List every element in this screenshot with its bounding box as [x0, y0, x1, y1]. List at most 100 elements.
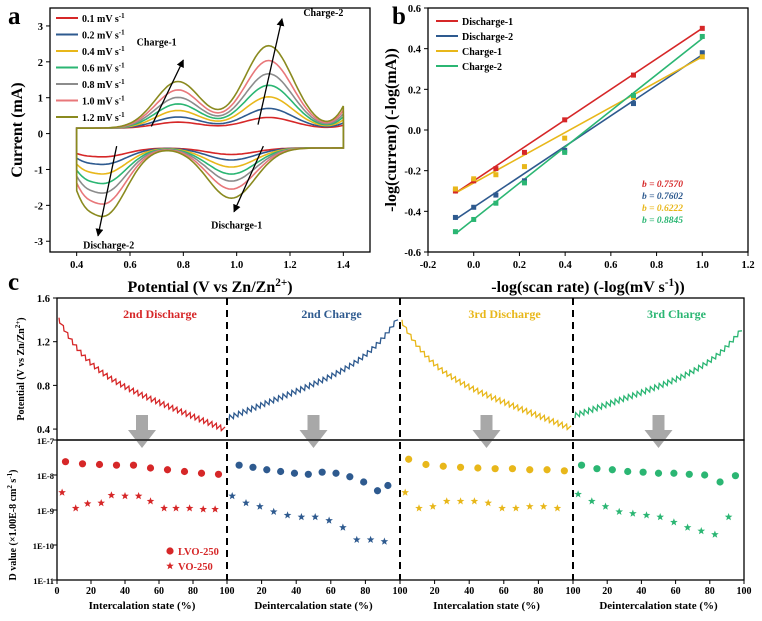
y-tick-label-b: -0.4	[404, 207, 421, 218]
vo-point	[311, 513, 319, 521]
panel-label-a: a	[8, 3, 21, 30]
y-tick-label-b: 0.4	[408, 45, 422, 56]
y-tick-label-a: 1	[38, 94, 43, 105]
legend-marker-vo	[166, 562, 174, 570]
x-tick-label-b: -0.2	[420, 260, 437, 271]
lvo-point	[701, 471, 709, 479]
legend-label-a: 1.2 mV s-1	[82, 111, 125, 124]
vo-point	[185, 504, 194, 512]
cv-curves-panel: 0.4 0.6 0.8 1.0 1.2 1.4 -3 -2 -1 0 1 2 3 Potential (V…	[9, 7, 371, 296]
x-tick-label-c-bottom: 0	[55, 586, 60, 597]
log-fit-panel: -0.2 0.0 0.2 0.4 0.6 0.8 1.0 1.2 -0.6 -0.4 -0.2 0.0…	[383, 4, 755, 296]
legend-label-a: 0.4 mV s-1	[82, 45, 125, 58]
x-tick-label-c-bottom: 40	[464, 586, 474, 597]
vo-point	[724, 513, 733, 521]
y-tick-label-a: 2	[38, 58, 43, 69]
panel-label-c: c	[8, 269, 19, 296]
vo-point	[107, 491, 116, 499]
x-tick-label-a: 1.4	[337, 260, 351, 271]
vo-point	[588, 497, 596, 505]
lvo-point	[456, 463, 465, 471]
data-point-discharge-1	[493, 166, 499, 172]
y-tick-label-c-top: 1.2	[37, 338, 50, 349]
y-tick-label-c-bottom: 1E-11	[33, 576, 54, 586]
y-tick-label-c-top: 1.6	[37, 294, 50, 305]
data-point-charge-2	[699, 33, 705, 39]
down-arrow-1	[128, 415, 156, 448]
x-tick-label-c-bottom: 80	[360, 586, 370, 597]
b-value-charge-2: b = 0.8845	[642, 216, 683, 226]
y-tick-label-b: -0.2	[404, 167, 421, 178]
lvo-point	[439, 462, 447, 470]
x-tick-label-c-bottom: 20	[86, 586, 96, 597]
x-tick-label-c-bottom: 100	[220, 586, 235, 597]
vo-point	[642, 511, 651, 519]
y-axis-label-c-bottom: D value (×1.00E-8 cm2 s-1)	[6, 470, 19, 581]
data-point-charge-2	[471, 216, 477, 222]
vo-point	[380, 537, 389, 545]
x-tick-label-c-bottom: 100	[566, 586, 581, 597]
lvo-point	[61, 458, 70, 466]
vo-point	[211, 505, 219, 513]
lvo-point	[670, 469, 678, 477]
lvo-point	[146, 464, 155, 472]
vo-point	[553, 504, 562, 512]
vo-point	[697, 527, 706, 535]
charge-1-label: Charge-1	[137, 38, 177, 49]
data-point-charge-1	[493, 172, 499, 178]
x-axis-label-c-bottom-4: Deintercalation state (%)	[599, 600, 718, 612]
lvo-point	[263, 466, 271, 474]
x-axis-label-b: -log(scan rate) (-log(mV s-1))	[491, 277, 684, 296]
potential-trace-1	[58, 317, 226, 432]
charge-1-arrow	[150, 59, 184, 127]
y-tick-label-c-bottom: 1E-7	[37, 436, 55, 446]
lvo-point	[346, 473, 354, 481]
segment-title-1: 2nd Discharge	[123, 307, 197, 321]
x-tick-label-c-bottom: 60	[499, 586, 509, 597]
legend-label-b: Discharge-1	[462, 17, 513, 28]
y-tick-label-a: 3	[38, 22, 43, 33]
lvo-point	[685, 470, 693, 478]
vo-point	[601, 502, 610, 510]
lvo-point	[526, 466, 534, 474]
data-point-charge-2	[493, 200, 499, 206]
cv-curve-1-2	[75, 44, 345, 218]
vo-point	[121, 492, 129, 500]
lvo-point	[197, 469, 206, 477]
charge-2-label: Charge-2	[303, 8, 343, 19]
vo-point	[71, 504, 80, 512]
vo-point	[58, 488, 66, 496]
legend-label-a: 0.1 mV s-1	[82, 12, 125, 25]
y-tick-label-c-top: 0.8	[37, 381, 50, 392]
x-tick-label-b: 1.2	[741, 260, 754, 271]
vo-point	[199, 505, 207, 513]
lvo-point	[639, 468, 647, 476]
vo-point	[415, 504, 423, 512]
b-value-discharge-2: b = 0.7602	[642, 192, 683, 202]
lvo-point	[624, 467, 632, 476]
data-point-charge-2	[452, 229, 458, 235]
vo-point	[325, 516, 333, 524]
lvo-point	[560, 467, 568, 475]
b-value-discharge-1: b = 0.7570	[642, 180, 683, 190]
legend-label-b: Charge-1	[462, 47, 502, 58]
x-tick-label-c-bottom: 40	[636, 586, 646, 597]
lvo-point	[318, 468, 326, 476]
lvo-point	[249, 463, 257, 471]
vo-point	[146, 497, 155, 505]
y-tick-label-c-top: 0.4	[37, 425, 51, 436]
lvo-point	[491, 465, 499, 473]
lvo-point	[384, 481, 392, 490]
diffusion-coefficient-panel: 1E-11 1E-10 1E-9 1E-8 1E-7 D value (×1.00E-8 …	[6, 298, 752, 612]
y-axis-label-b: -log(current) (-log(mA))	[383, 48, 400, 212]
legend-label-a: 1.0 mV s-1	[82, 95, 125, 108]
lvo-point	[129, 461, 138, 469]
vo-point	[442, 497, 451, 505]
y-tick-label-b: 0.6	[408, 4, 421, 15]
lvo-point	[290, 469, 299, 477]
lvo-point	[332, 469, 340, 477]
lvo-point	[577, 461, 586, 469]
lvo-point	[180, 467, 189, 476]
charge-2-arrow	[257, 18, 285, 125]
legend-label-lvo: LVO-250	[178, 547, 219, 558]
